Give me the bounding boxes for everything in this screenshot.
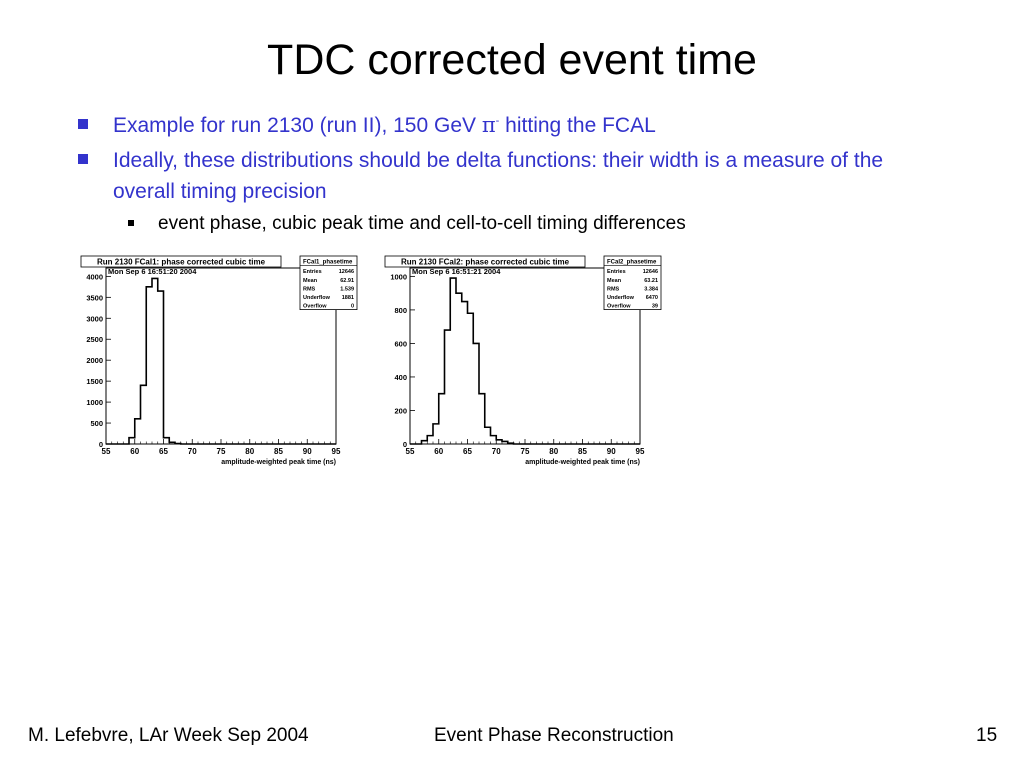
stats-value: 62.91 [340, 278, 354, 284]
y-tick-label: 3500 [86, 293, 103, 302]
y-tick-label: 400 [394, 373, 407, 382]
y-tick-label: 500 [90, 419, 103, 428]
stats-value: 12646 [643, 269, 658, 275]
plot-frame [105, 267, 337, 445]
x-tick-label: 85 [578, 447, 587, 456]
histogram-date: Mon Sep 6 16:51:20 2004 [108, 267, 197, 276]
y-tick-label: 0 [403, 440, 407, 449]
stats-value: 1881 [342, 295, 354, 301]
x-tick-label: 60 [130, 447, 139, 456]
y-tick-label: 1000 [86, 398, 103, 407]
histogram-fcal2: Run 2130 FCal2: phase corrected cubic ti… [382, 254, 667, 467]
y-tick-label: 3000 [86, 314, 103, 323]
histogram-svg: Run 2130 FCal1: phase corrected cubic ti… [80, 255, 358, 466]
stats-value: 63.21 [644, 278, 658, 284]
stats-key: Entries [303, 269, 322, 275]
square-bullet-icon [78, 154, 88, 164]
histogram-date: Mon Sep 6 16:51:21 2004 [412, 267, 501, 276]
histogram-title: Run 2130 FCal2: phase corrected cubic ti… [401, 258, 570, 267]
bullet-1-text: Example for run 2130 (run II), 150 GeV π… [113, 110, 913, 141]
x-tick-label: 95 [636, 447, 645, 456]
x-tick-label: 85 [274, 447, 283, 456]
stats-key: RMS [303, 286, 316, 292]
y-tick-label: 4000 [86, 272, 103, 281]
x-tick-label: 60 [434, 447, 443, 456]
y-tick-label: 200 [394, 406, 407, 415]
x-axis-label: amplitude-weighted peak time (ns) [221, 459, 336, 466]
sub-bullet-text: event phase, cubic peak time and cell-to… [158, 213, 686, 234]
x-tick-label: 90 [303, 447, 312, 456]
stats-name: FCal2_phasetime [607, 260, 657, 266]
histogram-outline [410, 277, 640, 445]
stats-name: FCal1_phasetime [303, 260, 353, 266]
x-tick-label: 95 [332, 447, 341, 456]
x-tick-label: 75 [521, 447, 530, 456]
x-tick-label: 90 [607, 447, 616, 456]
y-tick-label: 2000 [86, 356, 103, 365]
minus-superscript: - [495, 115, 500, 127]
title-box [80, 255, 282, 268]
stats-box [299, 255, 358, 310]
bullet-1-text-end: hitting the FCAL [499, 114, 656, 137]
y-tick-label: 1500 [86, 377, 103, 386]
histogram-title: Run 2130 FCal1: phase corrected cubic ti… [97, 258, 266, 267]
x-tick-label: 80 [549, 447, 558, 456]
stats-key: RMS [607, 286, 620, 292]
stats-box [603, 255, 662, 310]
stats-key: Underflow [607, 295, 635, 301]
bullet-1-text-start: Example for run 2130 (run II), 150 GeV [113, 114, 482, 137]
footer-author: M. Lefebvre, LAr Week Sep 2004 [28, 725, 309, 746]
x-axis-label: amplitude-weighted peak time (ns) [525, 459, 640, 466]
plot-frame [409, 267, 641, 445]
title-box [384, 255, 586, 268]
x-tick-label: 70 [188, 447, 197, 456]
stats-key: Entries [607, 269, 626, 275]
x-tick-label: 65 [463, 447, 472, 456]
stats-value: 0 [351, 304, 354, 310]
y-tick-label: 800 [394, 306, 407, 315]
stats-key: Overflow [303, 304, 327, 310]
y-tick-label: 600 [394, 339, 407, 348]
stats-value: 6470 [646, 295, 658, 301]
stats-value: 1.539 [340, 286, 354, 292]
square-bullet-icon [78, 119, 88, 129]
footer-title: Event Phase Reconstruction [434, 725, 674, 746]
stats-value: 3.384 [644, 286, 659, 292]
histogram-fcal1: Run 2130 FCal1: phase corrected cubic ti… [78, 254, 363, 467]
x-tick-label: 75 [217, 447, 226, 456]
stats-value: 39 [652, 304, 658, 310]
stats-value: 12646 [339, 269, 354, 275]
histogram-svg: Run 2130 FCal2: phase corrected cubic ti… [384, 255, 662, 466]
y-tick-label: 1000 [390, 272, 407, 281]
stats-key: Mean [303, 278, 318, 284]
stats-key: Mean [607, 278, 622, 284]
y-tick-label: 2500 [86, 335, 103, 344]
stats-key: Overflow [607, 304, 631, 310]
x-tick-label: 80 [245, 447, 254, 456]
stats-key: Underflow [303, 295, 331, 301]
x-tick-label: 55 [102, 447, 111, 456]
slide-title: TDC corrected event time [267, 36, 757, 84]
small-square-bullet-icon [128, 220, 134, 226]
pi-symbol: π [481, 113, 496, 137]
y-tick-label: 0 [99, 440, 103, 449]
x-tick-label: 65 [159, 447, 168, 456]
x-tick-label: 70 [492, 447, 501, 456]
x-tick-label: 55 [406, 447, 415, 456]
bullet-2-text: Ideally, these distributions should be d… [113, 149, 884, 203]
page-number: 15 [976, 725, 998, 746]
